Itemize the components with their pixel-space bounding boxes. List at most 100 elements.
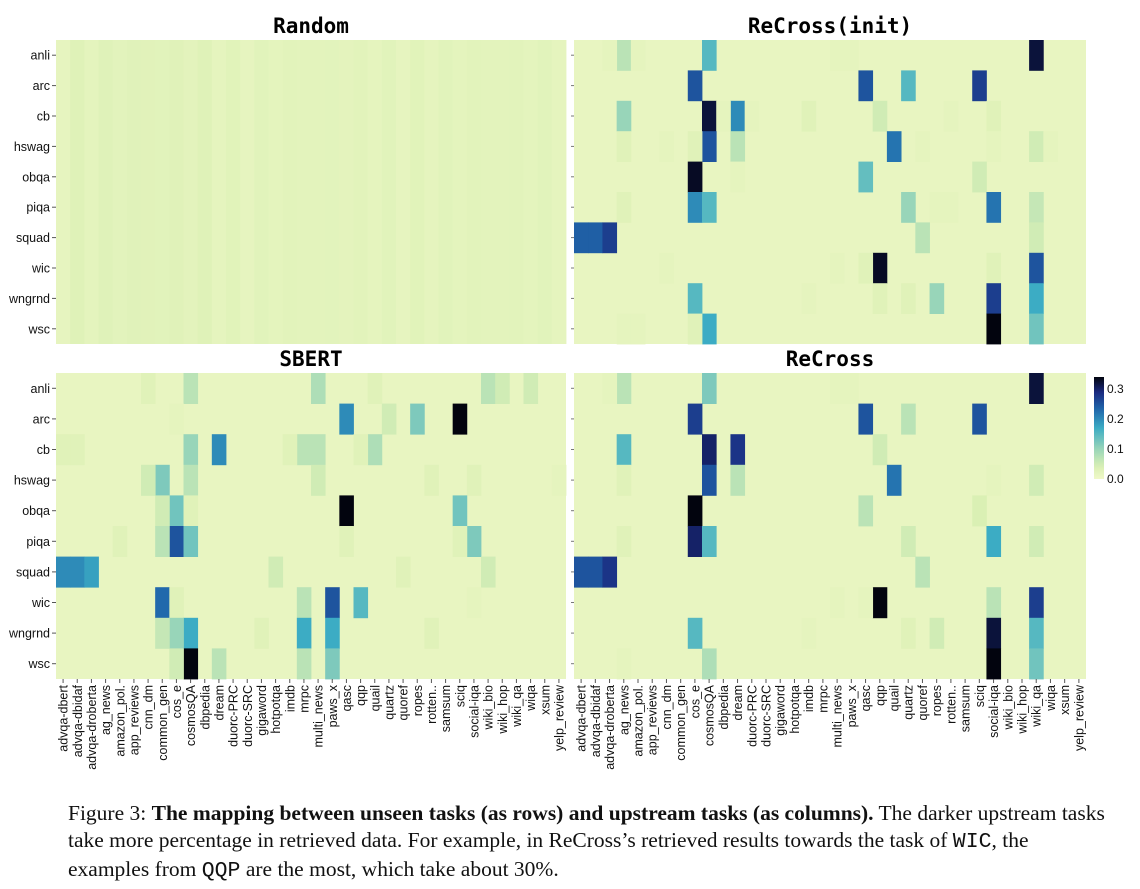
heatmap-cell xyxy=(901,192,916,223)
heatmap-cell xyxy=(687,131,703,162)
heatmap-cell xyxy=(155,40,170,344)
heatmap-cell xyxy=(381,40,397,344)
heatmap-cell xyxy=(588,222,603,254)
col-label: amazon_pol. xyxy=(632,685,646,757)
heatmap-cell xyxy=(915,556,930,588)
heatmap-cell xyxy=(986,252,1002,284)
heatmap-cell xyxy=(141,40,156,344)
heatmap-cell xyxy=(155,526,170,557)
col-label: wiki_bio xyxy=(482,685,496,731)
heatmap-cell xyxy=(70,40,85,344)
heatmap-cell xyxy=(311,373,326,404)
colorbar-tick-label: 0.1 xyxy=(1107,442,1124,456)
heatmap-cell xyxy=(687,403,703,435)
heatmap-cell xyxy=(616,131,632,162)
row-label: wsc xyxy=(27,657,50,671)
heatmap-cell xyxy=(211,40,227,344)
heatmap-cell xyxy=(155,617,170,649)
heatmap-cell xyxy=(438,40,454,344)
heatmap-cell xyxy=(183,526,199,557)
heatmap-cell xyxy=(183,617,199,649)
heatmap-cell xyxy=(353,40,369,344)
colorbar: 0.3 0.2 0.1 0.0 xyxy=(1094,377,1124,486)
heatmap-cell xyxy=(972,495,987,527)
heatmap-cell xyxy=(211,434,227,466)
heatmap-cell xyxy=(424,617,439,649)
heatmap-cell xyxy=(325,648,340,680)
col-label: wiki_qa xyxy=(1030,685,1044,728)
heatmap-cell xyxy=(169,648,184,680)
col-label: ag_news xyxy=(99,685,113,735)
col-label: wiki_bio xyxy=(1001,685,1015,731)
heatmap-cell xyxy=(1029,373,1044,404)
col-label: cnn_dm xyxy=(142,685,156,729)
heatmap-cell xyxy=(183,464,199,496)
heatmap-cell xyxy=(183,434,199,466)
panel-title: SBERT xyxy=(279,347,342,371)
col-label: multi_news xyxy=(312,685,326,748)
col-label: quoref xyxy=(397,684,411,720)
heatmap-cell xyxy=(929,192,945,223)
col-label: common_gen xyxy=(156,685,170,761)
col-label: app_reviews xyxy=(127,685,141,755)
heatmap-cell xyxy=(730,464,746,496)
heatmap-cell xyxy=(602,373,618,404)
row-label: squad xyxy=(16,231,50,245)
heatmap-cell xyxy=(702,464,717,496)
col-label: advqa-dbert xyxy=(575,684,589,751)
heatmap-cell xyxy=(296,40,312,344)
col-label: imdb xyxy=(283,685,297,712)
heatmap-cell xyxy=(183,648,199,680)
heatmap-cell xyxy=(396,556,411,588)
heatmap-cell xyxy=(602,222,618,254)
heatmap-cell xyxy=(986,587,1002,619)
col-label: rotten.. xyxy=(425,685,439,724)
panel-sbert: SBERT anli arc cb hswag obqa piqa squad wic wngrn… xyxy=(8,347,566,770)
heatmap-cell xyxy=(325,40,340,344)
figure-caption: Figure 3: The mapping between unseen tas… xyxy=(68,800,1108,885)
heatmap-cell xyxy=(56,40,71,344)
col-label: quartz xyxy=(382,685,396,720)
heatmap-cell xyxy=(537,40,553,344)
heatmap-cell xyxy=(1029,526,1044,557)
col-label: duorc-SRC xyxy=(760,685,774,747)
heatmap-cell xyxy=(311,464,326,496)
heatmap-cell xyxy=(858,587,874,619)
heatmap-cell xyxy=(886,131,902,162)
heatmap-cell xyxy=(858,70,874,102)
colorbar-tick-label: 0.3 xyxy=(1107,382,1124,396)
row-label: wsc xyxy=(27,322,50,336)
col-label: samsum xyxy=(959,685,973,732)
heatmap-cell xyxy=(240,40,255,344)
heatmap-cell xyxy=(141,373,156,404)
heatmap-cell xyxy=(1029,617,1044,649)
heatmap-cell xyxy=(616,313,632,345)
heatmap-cell xyxy=(801,100,817,132)
heatmap-cell xyxy=(616,192,632,223)
heatmap-cell xyxy=(702,192,717,223)
heatmap-cell xyxy=(830,373,845,404)
col-label: yelp_review xyxy=(552,684,566,751)
heatmap-cell xyxy=(929,283,945,314)
col-label: qqp xyxy=(354,685,368,706)
heatmap-cell xyxy=(551,464,567,496)
heatmap-cell xyxy=(687,495,703,527)
heatmap-cell xyxy=(986,617,1002,649)
heatmap-cell xyxy=(169,495,184,527)
heatmap-cell xyxy=(830,40,845,71)
heatmap-cell xyxy=(311,434,326,466)
heatmap-cell xyxy=(702,100,717,132)
row-label: cb xyxy=(37,110,50,124)
panel-recross: ReCross advqa-dbert advqa-dbidaf advqa-drob… xyxy=(571,347,1086,770)
heatmap-cell xyxy=(986,526,1002,557)
heatmap-cell xyxy=(858,161,874,193)
col-label: yelp_review xyxy=(1072,684,1086,751)
panel-recross-init: ReCross(init) xyxy=(571,14,1086,345)
col-label: social-iqa xyxy=(467,685,481,738)
heatmap-cell xyxy=(1029,252,1044,284)
col-label: ropes xyxy=(411,685,425,716)
col-label: xsum xyxy=(538,685,552,715)
heatmap-cell xyxy=(687,283,703,314)
caption-text-c: are the most, which take about 30%. xyxy=(240,857,559,881)
heatmap-cell xyxy=(630,313,646,345)
